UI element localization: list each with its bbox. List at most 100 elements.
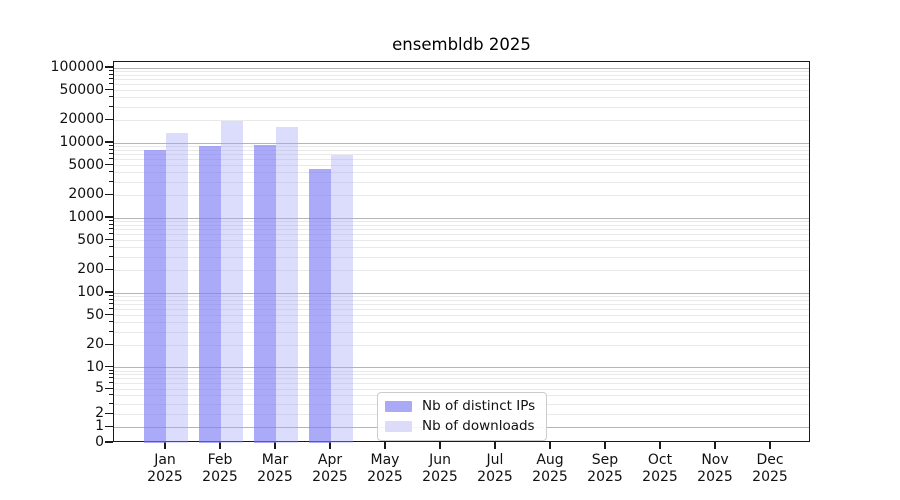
y-tick [105,387,113,389]
y-minor-gridline [114,106,809,108]
y-gridline [114,292,809,294]
x-tick-month: Aug [536,452,564,468]
y-minor-gridline [114,234,809,236]
y-minor-gridline [114,304,809,306]
legend-label-distinct-ips: Nb of distinct IPs [422,398,536,414]
y-gridline [114,344,809,346]
y-tick-label: 10 [86,358,104,375]
x-tick-label: Mar 2025 [243,452,307,486]
y-tick-label: 500 [77,231,104,248]
y-minor-tick [109,228,113,230]
x-tick-year: 2025 [752,469,788,485]
bar-distinct-ips [144,150,166,443]
x-tick-year: 2025 [532,469,568,485]
y-tick-label: 1 [95,418,104,435]
y-tick-label: 20000 [59,111,104,128]
y-tick [105,366,113,368]
y-minor-tick [109,402,113,404]
y-minor-tick [109,223,113,225]
x-tick-year: 2025 [367,469,403,485]
y-tick [105,313,113,316]
y-minor-tick [109,158,113,160]
x-tick-year: 2025 [147,469,183,485]
y-minor-tick [109,298,113,300]
y-minor-tick [109,219,113,221]
x-tick-label: Nov 2025 [683,452,747,486]
x-tick-month: Apr [317,452,343,468]
y-minor-tick [109,105,113,107]
x-tick-label: Jul 2025 [463,452,527,486]
y-minor-tick [109,148,113,150]
y-minor-tick [109,153,113,155]
x-tick-label: Sep 2025 [573,452,637,486]
y-minor-gridline [114,159,809,161]
y-tick-label: 50000 [59,81,104,98]
y-minor-tick [109,73,113,75]
y-minor-tick [109,330,113,332]
y-gridline [114,388,809,390]
y-tick [105,425,113,427]
y-minor-gridline [114,299,809,301]
x-tick-year: 2025 [422,469,458,485]
x-tick-label: Dec 2025 [738,452,802,486]
bar-distinct-ips [309,169,331,443]
y-gridline [114,119,809,121]
x-tick-label: Jun 2025 [408,452,472,486]
y-tick-label: 10000 [59,134,104,151]
y-minor-gridline [114,224,809,226]
y-minor-gridline [114,149,809,151]
y-minor-gridline [114,229,809,231]
x-tick-month: Mar [261,452,289,468]
y-tick-label: 2000 [68,186,104,203]
y-minor-tick [109,369,113,371]
x-tick-year: 2025 [642,469,678,485]
y-minor-gridline [114,145,809,147]
y-minor-tick [109,171,113,173]
y-tick [105,343,113,345]
x-tick-month: Nov [701,452,729,468]
chart-title: ensembldb 2025 [392,35,531,54]
bar-downloads [331,155,353,443]
legend-swatch-downloads [385,420,412,432]
y-minor-tick [109,233,113,235]
y-tick [105,118,113,121]
y-tick-label: 100 [77,284,104,300]
y-tick-label: 0 [95,434,104,450]
y-minor-tick [109,321,113,323]
x-tick [494,442,496,449]
y-minor-tick [109,180,113,182]
x-tick [384,442,386,449]
y-minor-gridline [114,370,809,372]
x-tick [439,442,441,449]
x-tick-month: Feb [207,452,233,468]
y-minor-gridline [114,74,809,76]
y-minor-tick [109,377,113,379]
y-minor-tick [109,294,113,296]
y-tick [105,216,113,218]
y-gridline [114,165,809,167]
y-minor-gridline [114,84,809,86]
x-tick-year: 2025 [587,469,623,485]
y-gridline [114,67,809,69]
x-tick-year: 2025 [257,469,293,485]
x-tick [549,442,551,449]
x-tick-month: Dec [756,452,784,468]
bar-distinct-ips [199,145,221,443]
y-minor-gridline [114,309,809,311]
y-gridline [114,240,809,242]
bar-downloads [221,121,243,443]
legend-item-downloads: Nb of downloads [385,418,535,434]
y-tick-label: 1000 [68,209,104,225]
y-minor-tick [109,382,113,384]
legend-swatch-distinct-ips [385,400,412,412]
x-tick-year: 2025 [202,469,238,485]
y-tick-label: 5 [95,380,104,397]
y-minor-tick [109,373,113,375]
y-minor-gridline [114,256,809,258]
y-gridline [114,194,809,196]
y-minor-tick [109,394,113,396]
x-tick [164,442,166,449]
y-minor-gridline [114,79,809,81]
y-minor-tick [109,78,113,80]
y-minor-tick [109,246,113,248]
